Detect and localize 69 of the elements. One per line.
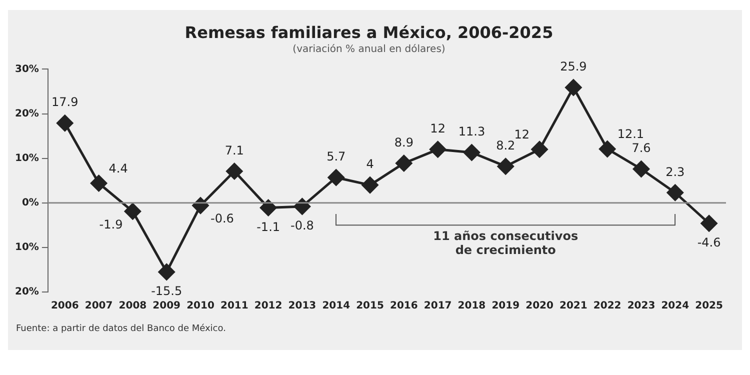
data-label: 17.9 — [52, 95, 78, 110]
data-label: -15.5 — [151, 284, 182, 298]
x-tick-label: 2007 — [84, 300, 113, 312]
point — [565, 79, 582, 96]
point — [666, 184, 684, 201]
data-label: 4.4 — [108, 161, 128, 176]
x-tick-label: 2022 — [593, 300, 622, 312]
point — [700, 215, 718, 232]
data-label: 25.9 — [560, 60, 587, 74]
chart-title: Remesas familiares a México, 2006-2025 — [184, 22, 554, 42]
x-tick-label: 2010 — [186, 300, 214, 312]
point — [531, 141, 548, 158]
data-label: -4.6 — [697, 236, 721, 250]
x-tick-label: 2023 — [627, 300, 656, 312]
point — [124, 203, 141, 220]
point — [632, 160, 650, 178]
point — [497, 158, 514, 175]
x-tick-label: 2025 — [695, 300, 723, 312]
chart-subtitle: (variación % anual en dólares) — [292, 44, 446, 55]
data-label: -0.6 — [210, 212, 234, 226]
data-label: 8.2 — [496, 138, 516, 152]
point — [158, 264, 175, 280]
point — [362, 176, 378, 194]
x-tick-label: 2012 — [254, 300, 282, 312]
point — [56, 114, 74, 132]
x-tick-label: 2016 — [390, 300, 418, 312]
y-tick-label: 20% — [15, 286, 39, 298]
y-tick-label: 0% — [22, 197, 39, 208]
source-note: Fuente: a partir de datos del Banco de México. — [16, 324, 226, 334]
x-tick-label: 2020 — [526, 300, 554, 312]
data-label: 12 — [430, 122, 446, 136]
data-label: 12 — [514, 128, 530, 142]
y-tick-label: 10% — [15, 242, 39, 254]
data-label: -1.1 — [256, 220, 280, 234]
data-label: 7.1 — [224, 143, 244, 158]
x-tick-label: 2011 — [220, 300, 248, 312]
point — [599, 140, 616, 158]
data-label: -0.8 — [290, 218, 314, 233]
y-tick-label: 30% — [15, 64, 39, 75]
point — [226, 162, 243, 180]
x-tick-label: 2008 — [118, 300, 147, 312]
data-label: 7.6 — [632, 141, 651, 156]
x-tick-label: 2013 — [288, 300, 316, 312]
data-label: 12.1 — [617, 127, 644, 142]
x-tick-label: 2018 — [458, 300, 486, 312]
data-label: 8.9 — [394, 135, 414, 150]
point — [328, 169, 344, 186]
x-tick-label: 2017 — [424, 300, 452, 312]
point — [260, 200, 277, 216]
x-tick-label: 2021 — [560, 300, 588, 312]
x-tick-label: 2014 — [322, 300, 350, 312]
x-tick-label: 2009 — [152, 300, 181, 312]
point — [430, 141, 446, 158]
point — [463, 144, 480, 161]
data-label: 5.7 — [326, 150, 346, 164]
x-tick-label: 2019 — [492, 300, 520, 312]
data-label: 11.3 — [458, 124, 486, 139]
y-tick-label: 20% — [15, 108, 39, 120]
point — [90, 175, 108, 192]
annotation: 11 años consecutivos de crecimiento — [432, 229, 580, 258]
data-label: 2.3 — [666, 164, 685, 179]
data-label: 4 — [366, 157, 374, 172]
point — [396, 154, 412, 172]
y-tick-label: 10% — [15, 152, 39, 164]
x-tick-label: 2006 — [50, 300, 79, 312]
data-label: -1.9 — [99, 217, 123, 232]
point — [294, 198, 310, 215]
x-tick-label: 2024 — [661, 300, 690, 312]
x-tick-label: 2015 — [356, 300, 384, 312]
